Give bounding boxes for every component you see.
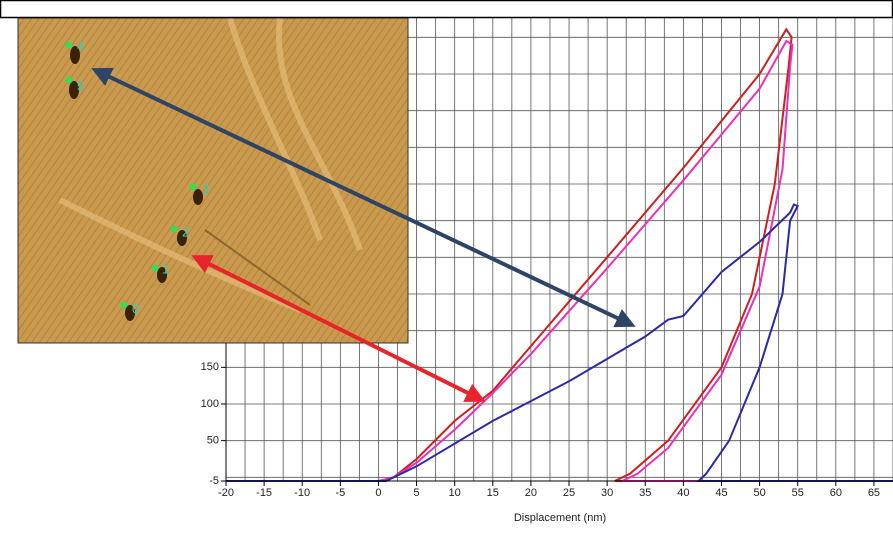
inset-label: 1 (162, 261, 169, 276)
x-tick-label: -20 (218, 487, 234, 499)
x-tick-label: 15 (487, 487, 499, 499)
y-tick-label: 50 (207, 435, 219, 447)
x-tick-label: -15 (256, 487, 272, 499)
x-tick-label: 40 (677, 487, 689, 499)
x-tick-label: 5 (414, 487, 420, 499)
x-axis-label: Displacement (nm) (514, 512, 606, 524)
x-tick-label: 45 (715, 487, 727, 499)
y-tick-label: -5 (209, 475, 219, 487)
x-tick-label: 0 (375, 487, 381, 499)
x-tick-label: 30 (601, 487, 613, 499)
chart: -20-15-10-505101520253035404550556065-55… (0, 0, 893, 529)
y-tick-label: 100 (201, 398, 219, 410)
inset-image: 4 5 3 2 1 0 (18, 18, 408, 343)
y-tick-label: 150 (201, 361, 219, 373)
x-tick-label: 65 (868, 487, 880, 499)
x-tick-label: 25 (563, 487, 575, 499)
inset-label: 3 (202, 181, 209, 196)
x-tick-label: 20 (525, 487, 537, 499)
x-tick-label: -10 (294, 487, 310, 499)
inset-label: 2 (182, 224, 189, 239)
x-tick-label: 60 (830, 487, 842, 499)
x-tick-label: -5 (335, 487, 345, 499)
x-tick-label: 55 (792, 487, 804, 499)
inset-label: 0 (132, 301, 139, 316)
header-bar (1, 1, 893, 18)
x-tick-label: 10 (449, 487, 461, 499)
x-tick-label: 50 (753, 487, 765, 499)
inset-label: 5 (77, 78, 84, 93)
inset-label: 4 (77, 38, 84, 53)
x-tick-label: 35 (639, 487, 651, 499)
